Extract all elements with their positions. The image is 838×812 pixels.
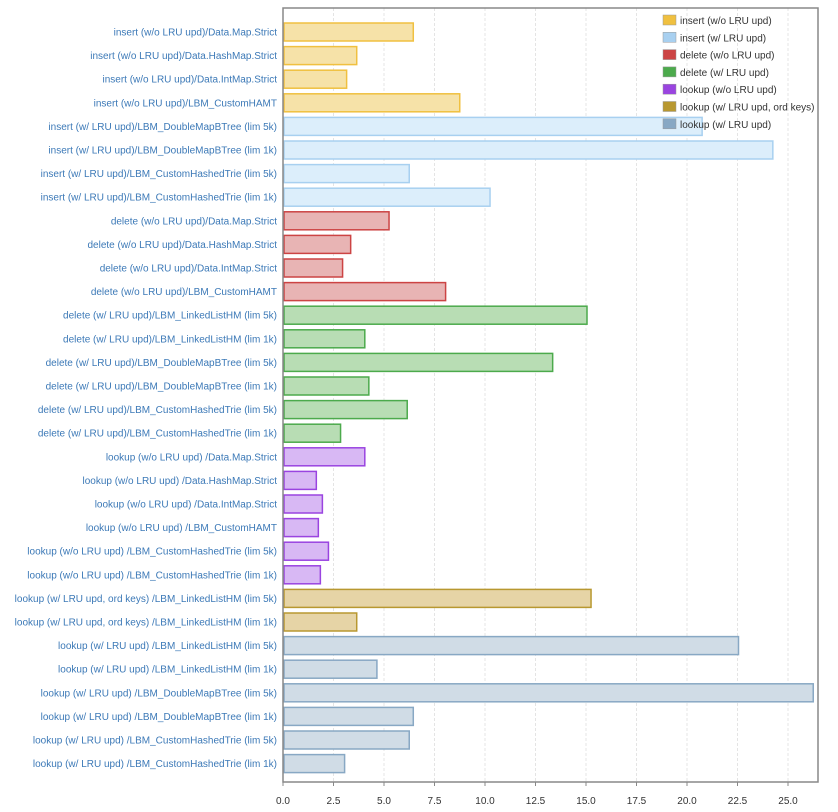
bar[interactable] bbox=[283, 93, 461, 113]
category-label: insert (w/ LRU upd)/LBM_CustomHashedTrie… bbox=[41, 193, 277, 204]
bar[interactable] bbox=[283, 730, 410, 750]
x-axis-ticks: 0.0 2.5 5.0 7.5 10.0 12.5 15.0 17.5 20.0 22.5 25.0 bbox=[276, 782, 798, 807]
bar[interactable] bbox=[283, 447, 366, 467]
x-tick-label: 17.5 bbox=[627, 796, 647, 807]
x-tick-label: 0.0 bbox=[276, 796, 290, 807]
bar[interactable] bbox=[283, 258, 344, 278]
bar[interactable] bbox=[283, 423, 342, 443]
bar[interactable] bbox=[283, 494, 324, 514]
bar[interactable] bbox=[283, 329, 366, 349]
category-label: insert (w/ LRU upd)/LBM_DoubleMapBTree (… bbox=[48, 122, 277, 133]
x-tick-label: 2.5 bbox=[327, 796, 341, 807]
category-label: insert (w/ LRU upd)/LBM_DoubleMapBTree (… bbox=[48, 146, 277, 157]
bar[interactable] bbox=[283, 659, 378, 679]
category-label: insert (w/o LRU upd)/Data.IntMap.Strict bbox=[102, 75, 277, 86]
legend-label: delete (w/o LRU upd) bbox=[680, 51, 775, 62]
category-label: delete (w/ LRU upd)/LBM_CustomHashedTrie… bbox=[38, 405, 277, 416]
legend-swatch bbox=[662, 66, 677, 78]
category-label: delete (w/o LRU upd)/Data.HashMap.Strict bbox=[87, 240, 277, 251]
category-label: lookup (w/ LRU upd, ord keys) /LBM_Linke… bbox=[15, 618, 277, 629]
plot-frame bbox=[282, 7, 819, 783]
legend-label: lookup (w/ LRU upd, ord keys) bbox=[680, 103, 815, 114]
x-tick-label: 22.5 bbox=[728, 796, 748, 807]
bar[interactable] bbox=[283, 683, 814, 703]
bar[interactable] bbox=[283, 588, 592, 609]
bar[interactable] bbox=[283, 305, 588, 325]
bars bbox=[283, 22, 814, 774]
x-tick-label: 10.0 bbox=[475, 796, 495, 807]
legend-swatch bbox=[662, 49, 677, 60]
category-label: insert (w/o LRU upd)/Data.Map.Strict bbox=[114, 28, 278, 39]
legend-label: insert (w/ LRU upd) bbox=[680, 33, 766, 44]
bar[interactable] bbox=[283, 352, 554, 373]
category-label: lookup (w/o LRU upd) /LBM_CustomHashedTr… bbox=[27, 570, 277, 581]
category-label: lookup (w/ LRU upd, ord keys) /LBM_Linke… bbox=[15, 594, 277, 605]
category-label: lookup (w/ LRU upd) /LBM_DoubleMapBTree … bbox=[41, 688, 277, 699]
category-label: delete (w/ LRU upd)/LBM_CustomHashedTrie… bbox=[38, 429, 277, 440]
bar[interactable] bbox=[283, 22, 415, 42]
category-label: lookup (w/o LRU upd) /Data.HashMap.Stric… bbox=[82, 476, 277, 487]
bar[interactable] bbox=[283, 541, 330, 561]
category-label: delete (w/ LRU upd)/LBM_LinkedListHM (li… bbox=[63, 334, 277, 345]
bar[interactable] bbox=[283, 45, 358, 66]
bar[interactable] bbox=[283, 517, 320, 538]
category-label: insert (w/ LRU upd)/LBM_CustomHashedTrie… bbox=[41, 169, 277, 180]
x-tick-label: 15.0 bbox=[576, 796, 596, 807]
x-tick-label: 25.0 bbox=[778, 796, 798, 807]
category-label: lookup (w/ LRU upd) /LBM_CustomHashedTri… bbox=[33, 736, 277, 747]
bar[interactable] bbox=[283, 399, 408, 420]
category-label: insert (w/o LRU upd)/Data.HashMap.Strict bbox=[90, 51, 277, 62]
bar[interactable] bbox=[283, 565, 322, 585]
category-label: delete (w/ LRU upd)/LBM_DoubleMapBTree (… bbox=[46, 382, 277, 393]
legend-swatch bbox=[662, 32, 677, 43]
bar[interactable] bbox=[283, 376, 370, 396]
bar[interactable] bbox=[283, 281, 447, 302]
category-label: delete (w/ LRU upd)/LBM_LinkedListHM (li… bbox=[63, 311, 277, 322]
bar[interactable] bbox=[283, 163, 410, 184]
category-label: delete (w/o LRU upd)/LBM_CustomHAMT bbox=[91, 287, 277, 298]
x-tick-label: 12.5 bbox=[526, 796, 546, 807]
bar[interactable] bbox=[283, 234, 352, 255]
legend-label: lookup (w/o LRU upd) bbox=[680, 85, 777, 96]
category-label: lookup (w/o LRU upd) /LBM_CustomHAMT bbox=[86, 523, 277, 534]
bar[interactable] bbox=[283, 116, 703, 137]
category-label: lookup (w/ LRU upd) /LBM_LinkedListHM (l… bbox=[58, 665, 277, 676]
legend-label: delete (w/ LRU upd) bbox=[680, 68, 769, 79]
legend-swatch bbox=[662, 14, 677, 26]
x-tick-label: 7.5 bbox=[428, 796, 442, 807]
bar[interactable] bbox=[283, 187, 491, 207]
legend-label: insert (w/o LRU upd) bbox=[680, 16, 772, 27]
legend-swatch bbox=[662, 118, 677, 130]
category-labels: insert (w/o LRU upd)/Data.Map.Strict inse… bbox=[15, 28, 278, 771]
category-label: lookup (w/o LRU upd) /Data.Map.Strict bbox=[106, 452, 277, 463]
bar[interactable] bbox=[283, 470, 318, 491]
legend-swatch bbox=[662, 83, 677, 95]
category-label: lookup (w/o LRU upd) /LBM_CustomHashedTr… bbox=[27, 547, 277, 558]
category-label: lookup (w/ LRU upd) /LBM_CustomHashedTri… bbox=[33, 759, 277, 770]
category-label: insert (w/o LRU upd)/LBM_CustomHAMT bbox=[94, 98, 277, 109]
bar[interactable] bbox=[283, 69, 348, 89]
category-label: lookup (w/ LRU upd) /LBM_LinkedListHM (l… bbox=[58, 641, 277, 652]
bar[interactable] bbox=[283, 635, 740, 656]
x-tick-label: 20.0 bbox=[677, 796, 697, 807]
legend: insert (w/o LRU upd) insert (w/ LRU upd) d… bbox=[662, 14, 815, 131]
category-label: lookup (w/o LRU upd) /Data.IntMap.Strict bbox=[95, 500, 278, 511]
category-label: delete (w/o LRU upd)/Data.Map.Strict bbox=[111, 216, 277, 227]
bar[interactable] bbox=[283, 706, 415, 727]
x-tick-label: 5.0 bbox=[377, 796, 391, 807]
category-label: delete (w/o LRU upd)/Data.IntMap.Strict bbox=[100, 264, 278, 275]
bar[interactable] bbox=[283, 612, 358, 632]
legend-swatch bbox=[662, 101, 677, 112]
category-label: delete (w/ LRU upd)/LBM_DoubleMapBTree (… bbox=[46, 358, 277, 369]
legend-label: lookup (w/ LRU upd) bbox=[680, 120, 771, 131]
category-label: lookup (w/ LRU upd) /LBM_DoubleMapBTree … bbox=[41, 712, 277, 723]
bar[interactable] bbox=[283, 211, 390, 231]
bar[interactable] bbox=[283, 140, 774, 160]
bar[interactable] bbox=[283, 753, 346, 774]
